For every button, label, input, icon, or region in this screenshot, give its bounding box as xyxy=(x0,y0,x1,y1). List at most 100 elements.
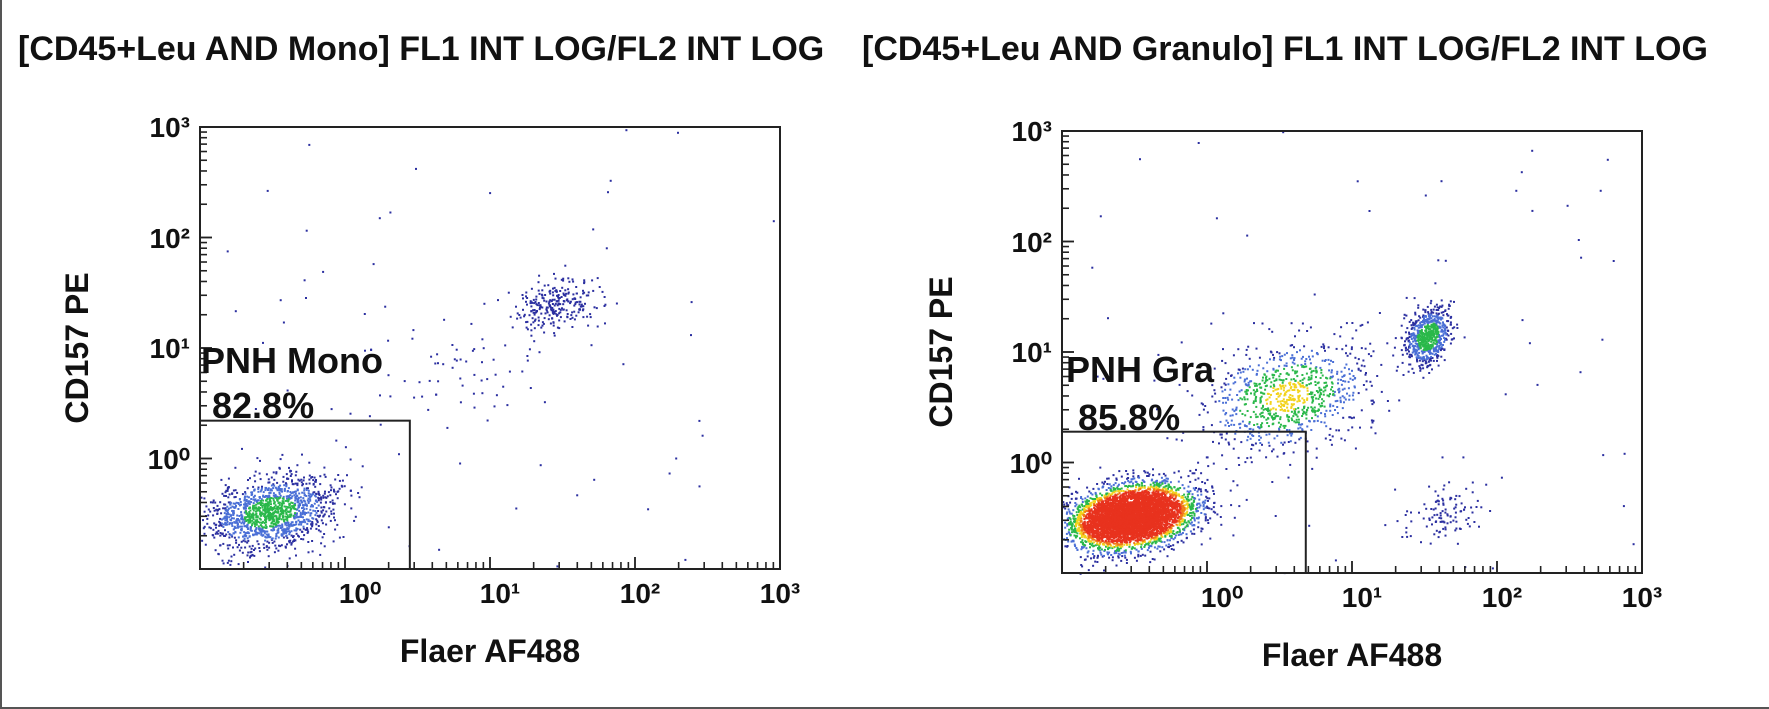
scatter-point xyxy=(1087,531,1090,534)
scatter-point xyxy=(591,279,594,282)
scatter-point xyxy=(1318,394,1321,397)
scatter-point xyxy=(1175,519,1178,522)
scatter-point xyxy=(1434,282,1437,285)
scatter-point xyxy=(274,522,277,525)
scatter-point xyxy=(1423,332,1426,335)
scatter-point xyxy=(1125,485,1128,487)
scatter-point xyxy=(1453,507,1456,510)
scatter-point xyxy=(1352,375,1355,377)
scatter-point xyxy=(246,537,249,540)
scatter-point xyxy=(1500,476,1503,479)
scatter-point xyxy=(1112,545,1115,548)
scatter-point xyxy=(537,316,540,319)
scatter-point xyxy=(278,513,281,516)
scatter-point xyxy=(294,474,297,477)
scatter-point xyxy=(1362,359,1365,362)
scatter-point xyxy=(246,523,249,526)
scatter-point xyxy=(1291,361,1294,364)
scatter-point xyxy=(1341,407,1344,410)
scatter-point xyxy=(1146,542,1149,545)
scatter-point xyxy=(1206,490,1209,493)
scatter-point xyxy=(232,532,235,535)
scatter-point xyxy=(1175,489,1178,492)
scatter-point xyxy=(1076,522,1078,525)
scatter-point xyxy=(1359,324,1362,327)
scatter-point xyxy=(1223,382,1226,385)
scatter-point xyxy=(1235,408,1238,411)
scatter-point xyxy=(1408,341,1411,344)
scatter-point xyxy=(1416,325,1419,328)
scatter-point xyxy=(521,294,524,296)
scatter-point xyxy=(290,530,293,533)
scatter-point xyxy=(701,434,704,437)
scatter-point xyxy=(1295,371,1298,374)
scatter-point xyxy=(1453,326,1456,329)
scatter-point xyxy=(1197,517,1200,520)
scatter-point xyxy=(1281,408,1283,411)
scatter-point xyxy=(1186,523,1189,526)
scatter-point xyxy=(1413,334,1416,337)
scatter-point xyxy=(315,523,318,526)
scatter-point xyxy=(1182,528,1184,531)
scatter-point xyxy=(302,510,305,512)
scatter-point xyxy=(1440,318,1442,321)
scatter-point xyxy=(324,496,327,499)
scatter-point xyxy=(1107,497,1110,500)
scatter-point xyxy=(1369,380,1372,383)
scatter-point xyxy=(1329,409,1332,412)
scatter-point xyxy=(261,526,264,529)
scatter-point xyxy=(1309,326,1312,329)
scatter-point xyxy=(304,521,307,524)
scatter-point xyxy=(287,500,290,503)
scatter-point xyxy=(303,476,305,479)
scatter-point xyxy=(243,531,246,534)
scatter-point xyxy=(1255,405,1258,408)
scatter-point xyxy=(583,282,586,285)
scatter-point xyxy=(1152,468,1154,471)
scatter-point xyxy=(1309,378,1312,381)
scatter-point xyxy=(1071,492,1074,495)
scatter-point xyxy=(304,502,307,505)
scatter-point xyxy=(1226,396,1229,399)
scatter-point xyxy=(1079,506,1082,509)
scatter-point xyxy=(1232,447,1235,450)
scatter-point xyxy=(309,520,312,523)
scatter-point xyxy=(234,527,237,529)
scatter-point xyxy=(234,466,237,469)
scatter-point xyxy=(1198,502,1201,505)
scatter-point xyxy=(323,466,326,469)
scatter-point xyxy=(1094,500,1096,503)
scatter-point xyxy=(1338,391,1340,394)
scatter-point xyxy=(291,505,294,508)
scatter-point xyxy=(1104,497,1107,500)
scatter-point xyxy=(551,307,554,309)
scatter-point xyxy=(280,488,283,491)
scatter-point xyxy=(290,542,293,545)
scatter-point xyxy=(222,562,225,565)
scatter-point xyxy=(1410,335,1413,338)
scatter-point xyxy=(221,559,224,562)
scatter-point xyxy=(1394,337,1397,340)
scatter-point xyxy=(1427,344,1430,347)
scatter-point xyxy=(1412,321,1415,324)
scatter-point xyxy=(1444,526,1447,529)
scatter-point xyxy=(219,517,222,520)
scatter-point xyxy=(296,516,299,519)
scatter-point xyxy=(1101,481,1104,484)
scatter-point xyxy=(1082,534,1085,537)
scatter-point xyxy=(515,305,517,308)
scatter-point xyxy=(1179,533,1182,536)
scatter-point xyxy=(1185,525,1188,528)
scatter-point xyxy=(1237,399,1240,402)
scatter-point xyxy=(307,551,310,554)
scatter-point xyxy=(684,558,687,561)
scatter-point xyxy=(334,528,337,531)
scatter-point xyxy=(281,525,284,528)
scatter-point xyxy=(1319,404,1322,407)
scatter-point xyxy=(1328,363,1331,366)
scatter-point xyxy=(1393,346,1396,349)
scatter-point xyxy=(256,540,259,543)
scatter-point xyxy=(255,516,258,519)
scatter-point xyxy=(434,362,437,365)
scatter-point xyxy=(252,509,255,512)
